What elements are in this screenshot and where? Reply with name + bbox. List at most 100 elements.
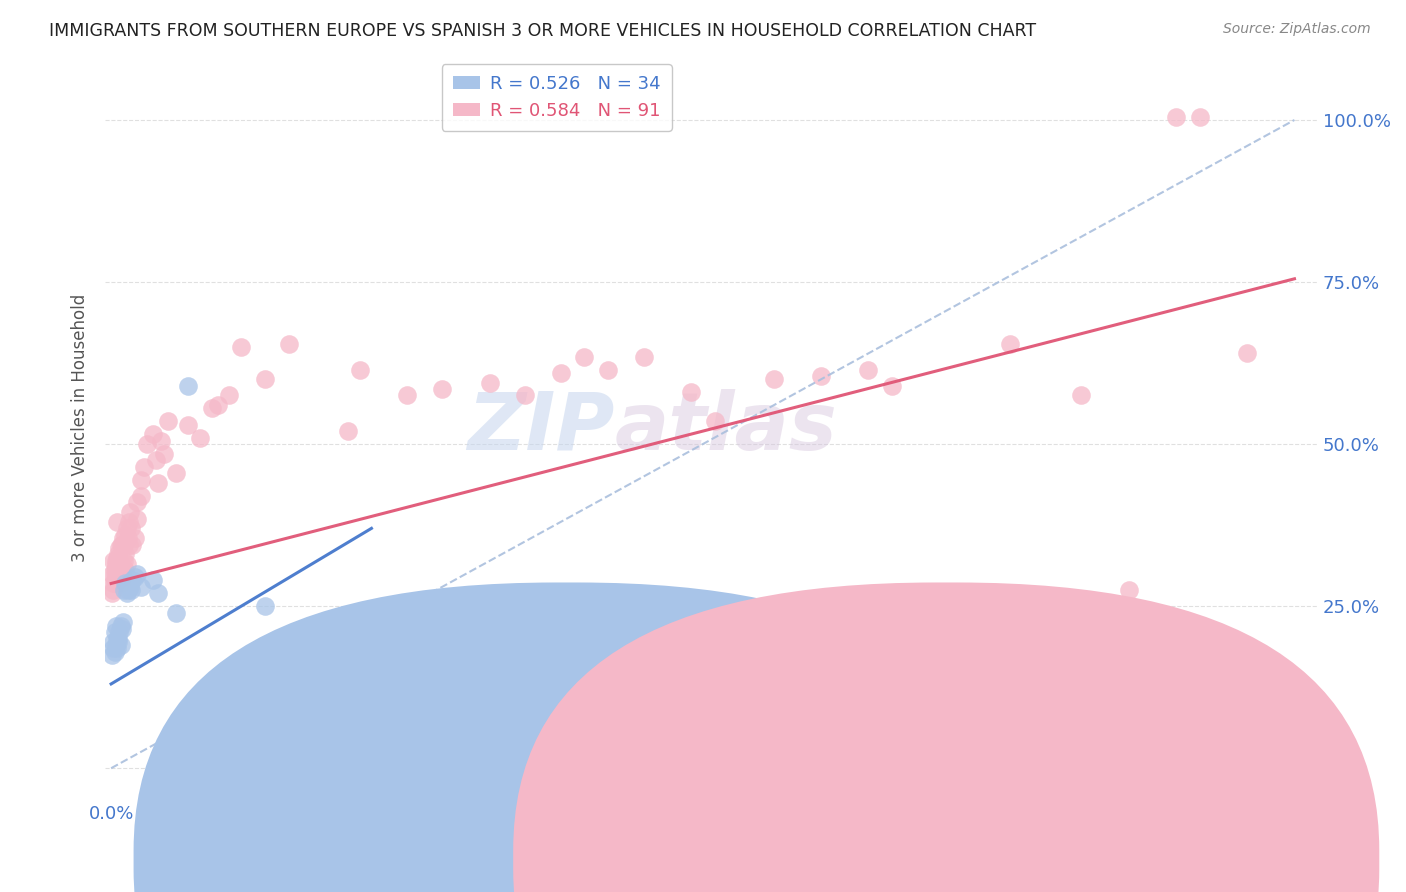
Point	[207, 398, 229, 412]
Point	[1118, 582, 1140, 597]
Text: Spanish: Spanish	[980, 847, 1045, 865]
Point	[104, 638, 127, 652]
Point	[117, 582, 139, 597]
Point	[104, 618, 127, 632]
Point	[104, 560, 127, 574]
Point	[111, 537, 134, 551]
Text: Immigrants from Southern Europe: Immigrants from Southern Europe	[561, 847, 845, 865]
Point	[810, 369, 832, 384]
Point	[231, 340, 253, 354]
Point	[135, 437, 157, 451]
Point	[574, 350, 596, 364]
Point	[253, 599, 276, 614]
Point	[117, 531, 139, 545]
Point	[110, 576, 132, 591]
Point	[762, 372, 785, 386]
Point	[283, 713, 305, 727]
Point	[129, 580, 152, 594]
Point	[107, 635, 129, 649]
Point	[120, 580, 142, 594]
Point	[111, 622, 134, 636]
Point	[111, 615, 134, 630]
Point	[201, 401, 224, 416]
Point	[115, 586, 138, 600]
Point	[110, 638, 132, 652]
Point	[928, 586, 950, 600]
Point	[1000, 336, 1022, 351]
Point	[121, 573, 143, 587]
Point	[127, 511, 149, 525]
Point	[110, 618, 132, 632]
Point	[107, 573, 129, 587]
Point	[120, 582, 142, 597]
Point	[105, 564, 128, 578]
Point	[105, 550, 128, 565]
Point	[103, 641, 125, 656]
Point	[183, 709, 205, 723]
Point	[108, 560, 131, 574]
Point	[1236, 346, 1258, 360]
Point	[156, 414, 179, 428]
Point	[148, 475, 170, 490]
Point	[290, 709, 312, 723]
Point	[111, 560, 134, 574]
Point	[124, 531, 146, 545]
Point	[149, 434, 172, 448]
Point	[111, 570, 134, 584]
Point	[111, 570, 134, 584]
Point	[145, 453, 167, 467]
Point	[108, 625, 131, 640]
Point	[105, 570, 128, 584]
Point	[218, 388, 240, 402]
Point	[153, 447, 176, 461]
Point	[101, 648, 124, 662]
Point	[104, 576, 127, 591]
Point	[127, 495, 149, 509]
Point	[882, 378, 904, 392]
Point	[952, 608, 974, 623]
Point	[114, 564, 136, 578]
Point	[107, 632, 129, 646]
Point	[104, 557, 127, 571]
Point	[101, 566, 124, 581]
Point	[141, 427, 163, 442]
Legend: R = 0.526   N = 34, R = 0.584   N = 91: R = 0.526 N = 34, R = 0.584 N = 91	[441, 64, 672, 131]
Y-axis label: 3 or more Vehicles in Household: 3 or more Vehicles in Household	[72, 293, 89, 562]
Point	[120, 505, 142, 519]
Point	[679, 385, 702, 400]
Point	[115, 557, 138, 571]
Point	[118, 576, 141, 591]
Point	[188, 431, 211, 445]
Point	[112, 537, 135, 551]
Point	[112, 554, 135, 568]
Point	[165, 467, 187, 481]
Point	[129, 489, 152, 503]
Point	[111, 531, 134, 545]
Point	[108, 541, 131, 555]
Point	[148, 586, 170, 600]
Point	[118, 537, 141, 551]
Point	[110, 566, 132, 581]
Point	[277, 336, 299, 351]
Point	[141, 573, 163, 587]
Point	[103, 635, 125, 649]
Point	[104, 566, 127, 581]
Point	[432, 382, 454, 396]
Point	[107, 547, 129, 561]
Point	[101, 586, 124, 600]
Point	[114, 528, 136, 542]
Point	[103, 576, 125, 591]
Point	[104, 573, 127, 587]
Point	[134, 459, 156, 474]
Point	[177, 417, 200, 432]
Point	[105, 641, 128, 656]
Point	[633, 350, 655, 364]
Point	[395, 388, 418, 402]
Point	[120, 521, 142, 535]
Point	[127, 566, 149, 581]
Point	[108, 554, 131, 568]
Point	[121, 537, 143, 551]
Text: IMMIGRANTS FROM SOUTHERN EUROPE VS SPANISH 3 OR MORE VEHICLES IN HOUSEHOLD CORRE: IMMIGRANTS FROM SOUTHERN EUROPE VS SPANI…	[49, 22, 1036, 40]
Point	[103, 554, 125, 568]
Point	[105, 515, 128, 529]
